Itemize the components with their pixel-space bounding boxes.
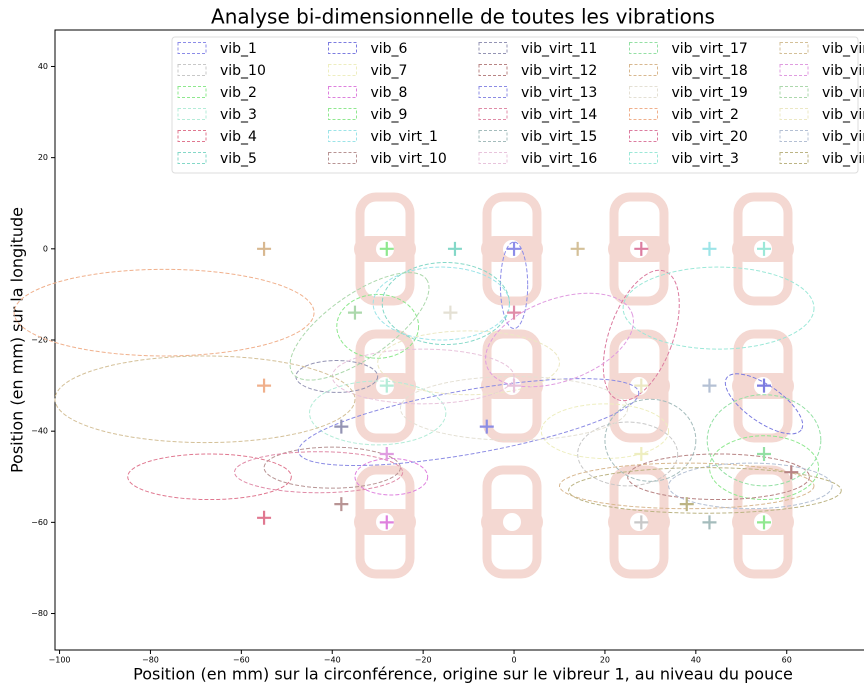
point-marker [571,242,585,256]
legend-label: vib_7 [371,63,408,79]
legend-label: vib_3 [220,107,257,123]
point-marker [448,242,462,256]
x-tick-label: −80 [142,656,159,665]
legend-label: vib_virt_7 [822,107,864,123]
legend-label: vib_virt_9 [822,151,864,167]
point-marker [443,306,457,320]
point-marker [348,306,362,320]
chart-title: Analyse bi-dimensionnelle de toutes les … [211,5,715,29]
legend-label: vib_virt_15 [521,129,597,145]
legend-label: vib_virt_13 [521,85,597,101]
legend-label: vib_virt_19 [672,85,748,101]
ellipse [128,454,292,500]
point-marker [257,511,271,525]
legend-label: vib_virt_18 [672,63,748,79]
point-marker [257,242,271,256]
background-icons [354,197,794,574]
legend-label: vib_9 [371,107,408,123]
legend-label: vib_virt_4 [822,41,864,57]
legend: vib_1 vib_10 vib_2 vib_3 vib_4 vib_5 vib_6 vib_… [172,37,864,173]
legend-label: vib_5 [220,151,257,167]
chart: Analyse bi-dimensionnelle de toutes les … [0,0,864,684]
legend-label: vib_2 [220,85,257,101]
legend-label: vib_virt_6 [822,85,864,101]
x-tick-label: −40 [324,656,341,665]
ellipse [14,269,314,356]
x-tick-label: 20 [600,656,610,665]
x-tick-label: −60 [233,656,250,665]
y-axis-label: Position (en mm) sur la longitude [8,207,27,473]
y-tick-label: −80 [31,609,48,618]
point-marker [702,379,716,393]
point-marker [634,447,648,461]
x-tick-label: 40 [691,656,701,665]
point-marker [507,306,521,320]
legend-label: vib_virt_5 [822,63,864,79]
y-tick-label: −60 [31,518,48,527]
legend-label: vib_4 [220,129,257,145]
legend-label: vib_virt_17 [672,41,748,57]
point-marker [334,497,348,511]
legend-label: vib_virt_8 [822,129,864,145]
legend-label: vib_virt_20 [672,129,748,145]
legend-label: vib_virt_12 [521,63,597,79]
x-tick-label: −100 [49,656,71,665]
point-marker [702,515,716,529]
y-tick-label: 40 [38,62,48,71]
ellipse [569,468,842,514]
legend-label: vib_10 [220,63,266,79]
x-tick-label: 0 [511,656,516,665]
legend-label: vib_virt_2 [672,107,739,123]
legend-label: vib_virt_16 [521,151,597,167]
point-marker [334,420,348,434]
x-tick-label: −20 [415,656,432,665]
legend-label: vib_8 [371,85,408,101]
y-tick-label: 0 [43,244,48,253]
x-axis-label: Position (en mm) sur la circonférence, o… [133,665,793,684]
point-marker [257,379,271,393]
y-tick-label: 20 [38,153,48,162]
legend-label: vib_virt_10 [371,151,447,167]
ellipse [541,404,668,459]
legend-label: vib_virt_14 [521,107,597,123]
ellipse [55,356,355,443]
legend-label: vib_6 [371,41,408,57]
legend-box [172,37,858,173]
point-marker [702,242,716,256]
y-tick-label: −40 [31,427,48,436]
legend-label: vib_1 [220,41,257,57]
legend-label: vib_virt_11 [521,41,597,57]
legend-label: vib_virt_3 [672,151,739,167]
icon-hole [503,513,521,531]
point-marker [757,447,771,461]
x-tick-label: 60 [782,656,792,665]
legend-label: vib_virt_1 [371,129,438,145]
